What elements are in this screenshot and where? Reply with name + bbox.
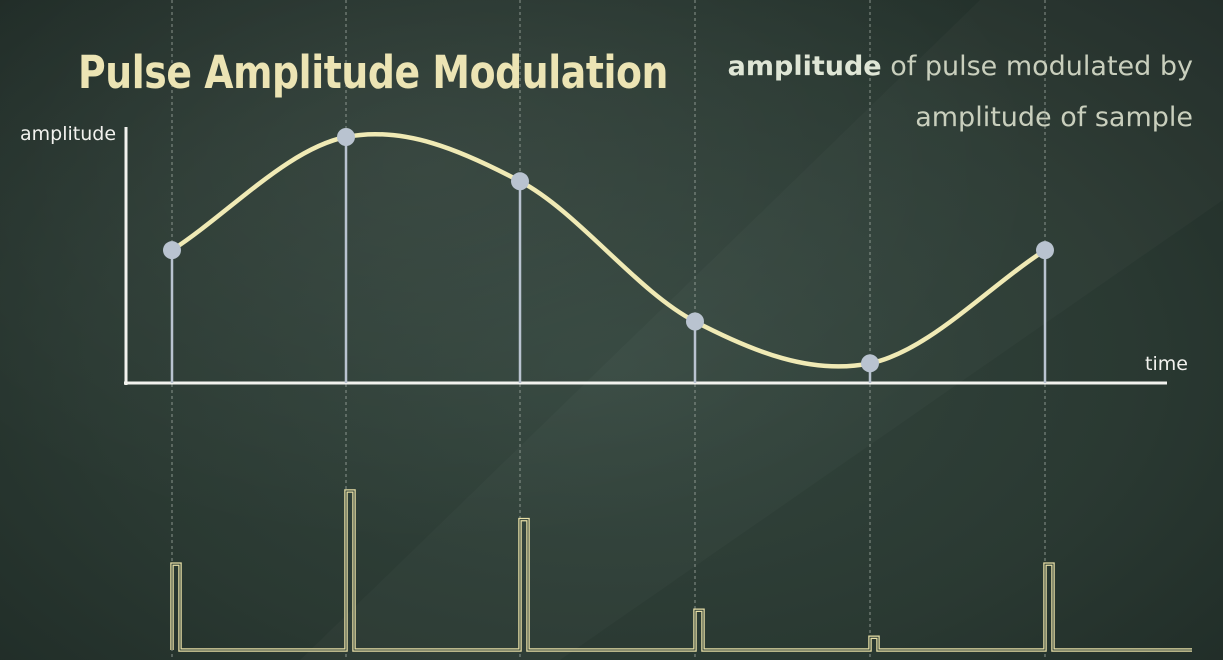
x-axis-label: time — [1145, 353, 1188, 375]
sample-point-5 — [861, 354, 879, 373]
subtitle-line-2: amplitude of sample — [915, 102, 1193, 133]
sample-point-3 — [511, 172, 529, 191]
background-sheen — [300, 0, 1223, 660]
sample-point-4 — [686, 312, 704, 331]
subtitle-line-1-rest: of pulse modulated by — [890, 51, 1193, 82]
sample-point-1 — [163, 241, 181, 260]
sample-point-2 — [337, 128, 355, 146]
analog-signal-curve — [169, 131, 1048, 369]
sample-point-6 — [1036, 241, 1054, 260]
subtitle-line-1: amplitude of pulse modulated by — [728, 51, 1193, 82]
subtitle-emphasis: amplitude — [728, 51, 882, 82]
y-axis-label: amplitude — [20, 123, 116, 145]
page-title: Pulse Amplitude Modulation — [78, 46, 668, 99]
sample-points — [163, 128, 1054, 373]
pam-pulse-train-inner — [171, 490, 1192, 651]
